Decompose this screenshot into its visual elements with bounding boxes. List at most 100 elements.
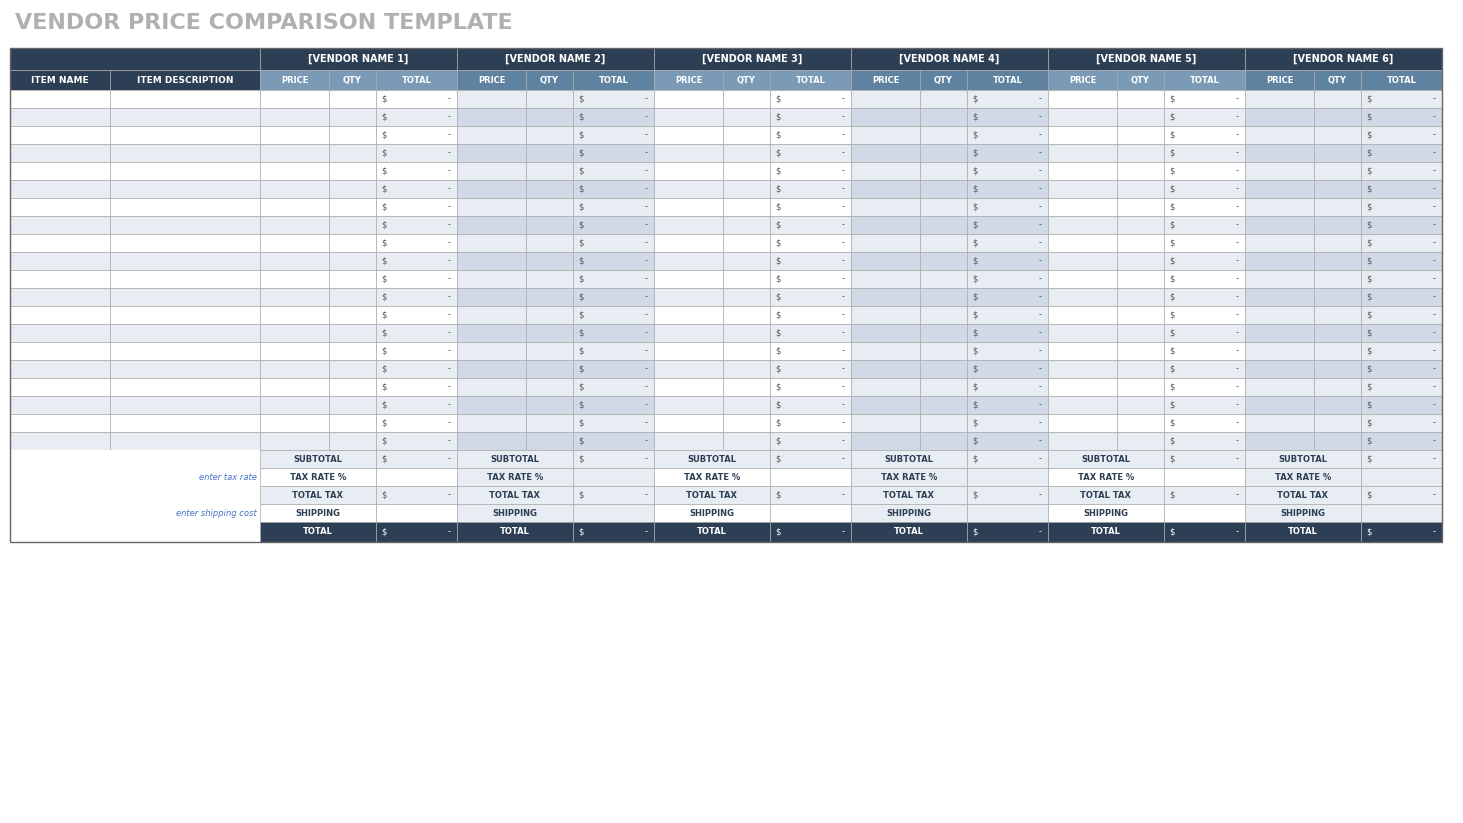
Bar (920, 342, 967, 360)
Bar (573, 522, 654, 542)
Text: -: - (448, 528, 451, 537)
Bar (1245, 198, 1314, 216)
Bar (1314, 126, 1361, 144)
Text: -: - (1432, 365, 1435, 374)
Bar (1245, 522, 1361, 542)
Bar (723, 162, 770, 180)
Text: -: - (841, 239, 844, 248)
Bar (654, 126, 723, 144)
Bar (1314, 252, 1361, 270)
Text: $: $ (775, 131, 781, 140)
Bar (260, 504, 376, 522)
Bar (10, 162, 110, 180)
Text: $: $ (775, 328, 781, 337)
Text: -: - (1235, 184, 1239, 193)
Bar (851, 234, 920, 252)
Text: $: $ (973, 95, 977, 104)
Bar (1314, 180, 1361, 198)
Bar (770, 288, 851, 306)
Bar (456, 450, 573, 468)
Bar (1048, 108, 1116, 126)
Text: -: - (841, 202, 844, 212)
Bar (851, 450, 967, 468)
Text: PRICE: PRICE (674, 76, 702, 85)
Bar (10, 126, 110, 144)
Bar (770, 486, 851, 504)
Bar (110, 342, 260, 360)
Bar (654, 108, 723, 126)
Bar (1165, 180, 1245, 198)
Bar (770, 522, 851, 542)
Bar (770, 270, 851, 288)
Bar (723, 270, 770, 288)
Bar (260, 432, 329, 450)
Text: $: $ (578, 528, 584, 537)
Bar (329, 252, 376, 270)
Bar (110, 252, 260, 270)
Bar (376, 234, 456, 252)
Text: -: - (1235, 95, 1239, 104)
Text: $: $ (1169, 148, 1175, 157)
Bar (1165, 432, 1245, 450)
Bar (456, 306, 527, 324)
Text: -: - (1039, 239, 1042, 248)
Text: -: - (448, 454, 451, 463)
Bar (1361, 162, 1443, 180)
Text: -: - (645, 166, 648, 175)
Text: $: $ (1366, 275, 1372, 283)
Bar (573, 486, 654, 504)
Text: $: $ (382, 528, 386, 537)
Text: TAX RATE %: TAX RATE % (683, 472, 740, 481)
Text: ITEM DESCRIPTION: ITEM DESCRIPTION (136, 76, 233, 85)
Text: $: $ (1366, 221, 1372, 230)
Bar (967, 234, 1048, 252)
Bar (967, 270, 1048, 288)
Bar (260, 252, 329, 270)
Bar (967, 162, 1048, 180)
Text: $: $ (973, 166, 977, 175)
Bar (329, 432, 376, 450)
Text: $: $ (382, 346, 386, 356)
Bar (967, 288, 1048, 306)
Bar (527, 432, 573, 450)
Bar (1048, 252, 1116, 270)
Text: -: - (1432, 257, 1435, 266)
Text: -: - (1235, 113, 1239, 122)
Text: -: - (448, 221, 451, 230)
Text: $: $ (1366, 131, 1372, 140)
Text: -: - (1432, 454, 1435, 463)
Bar (654, 234, 723, 252)
Bar (1245, 234, 1314, 252)
Text: $: $ (973, 292, 977, 301)
Text: -: - (645, 113, 648, 122)
Text: -: - (1432, 221, 1435, 230)
Bar (1245, 180, 1314, 198)
Text: -: - (841, 365, 844, 374)
Bar (456, 90, 527, 108)
Text: $: $ (973, 239, 977, 248)
Bar (10, 108, 110, 126)
Bar (920, 360, 967, 378)
Text: $: $ (578, 166, 584, 175)
Bar (654, 432, 723, 450)
Bar (1048, 396, 1116, 414)
Text: $: $ (1169, 310, 1175, 319)
Bar (573, 90, 654, 108)
Bar (967, 90, 1048, 108)
Text: [VENDOR NAME 3]: [VENDOR NAME 3] (702, 53, 803, 64)
Bar (10, 450, 110, 468)
Text: $: $ (973, 310, 977, 319)
Text: ITEM NAME: ITEM NAME (31, 76, 89, 85)
Bar (654, 414, 723, 432)
Text: -: - (1235, 292, 1239, 301)
Bar (1116, 288, 1165, 306)
Bar (1361, 468, 1443, 486)
Text: QTY: QTY (1328, 76, 1347, 85)
Text: $: $ (1169, 346, 1175, 356)
Text: [VENDOR NAME 4]: [VENDOR NAME 4] (900, 53, 999, 64)
Bar (527, 234, 573, 252)
Bar (967, 108, 1048, 126)
Text: $: $ (382, 275, 386, 283)
Bar (456, 414, 527, 432)
Text: SUBTOTAL: SUBTOTAL (1081, 454, 1131, 463)
